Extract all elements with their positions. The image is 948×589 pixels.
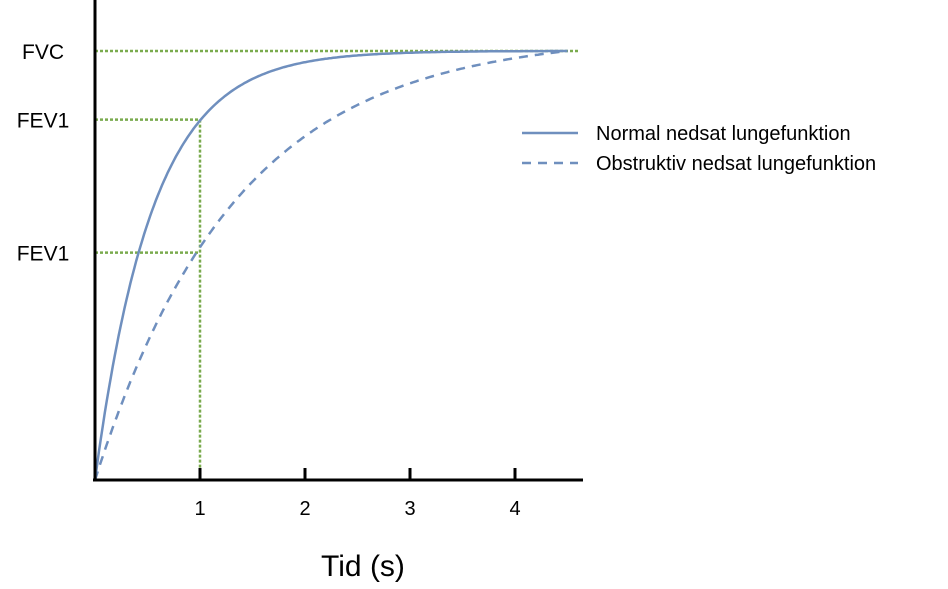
x-tick-label: 2 [299, 498, 310, 520]
x-tick-label: 4 [509, 498, 520, 520]
legend: Normal nedsat lungefunktion Obstruktiv ne… [522, 123, 876, 175]
curves [93, 49, 568, 481]
x-tick-label: 3 [404, 498, 415, 520]
legend-label: Obstruktiv nedsat lungefunktion [596, 153, 876, 175]
curve-normal [93, 49, 568, 481]
y-marker-label: FEV1 [17, 243, 70, 266]
x-axis-label: Tid (s) [321, 550, 405, 583]
legend-label: Normal nedsat lungefunktion [596, 123, 851, 145]
guide-lines [95, 49, 578, 480]
y-labels: FVC FEV1 FEV1 [17, 41, 70, 266]
y-marker-label: FVC [22, 41, 64, 64]
y-marker-label: FEV1 [17, 110, 70, 133]
x-tick-label: 1 [194, 498, 205, 520]
curve-obstructive [93, 49, 568, 481]
x-ticks: 1 2 3 4 [194, 468, 521, 520]
